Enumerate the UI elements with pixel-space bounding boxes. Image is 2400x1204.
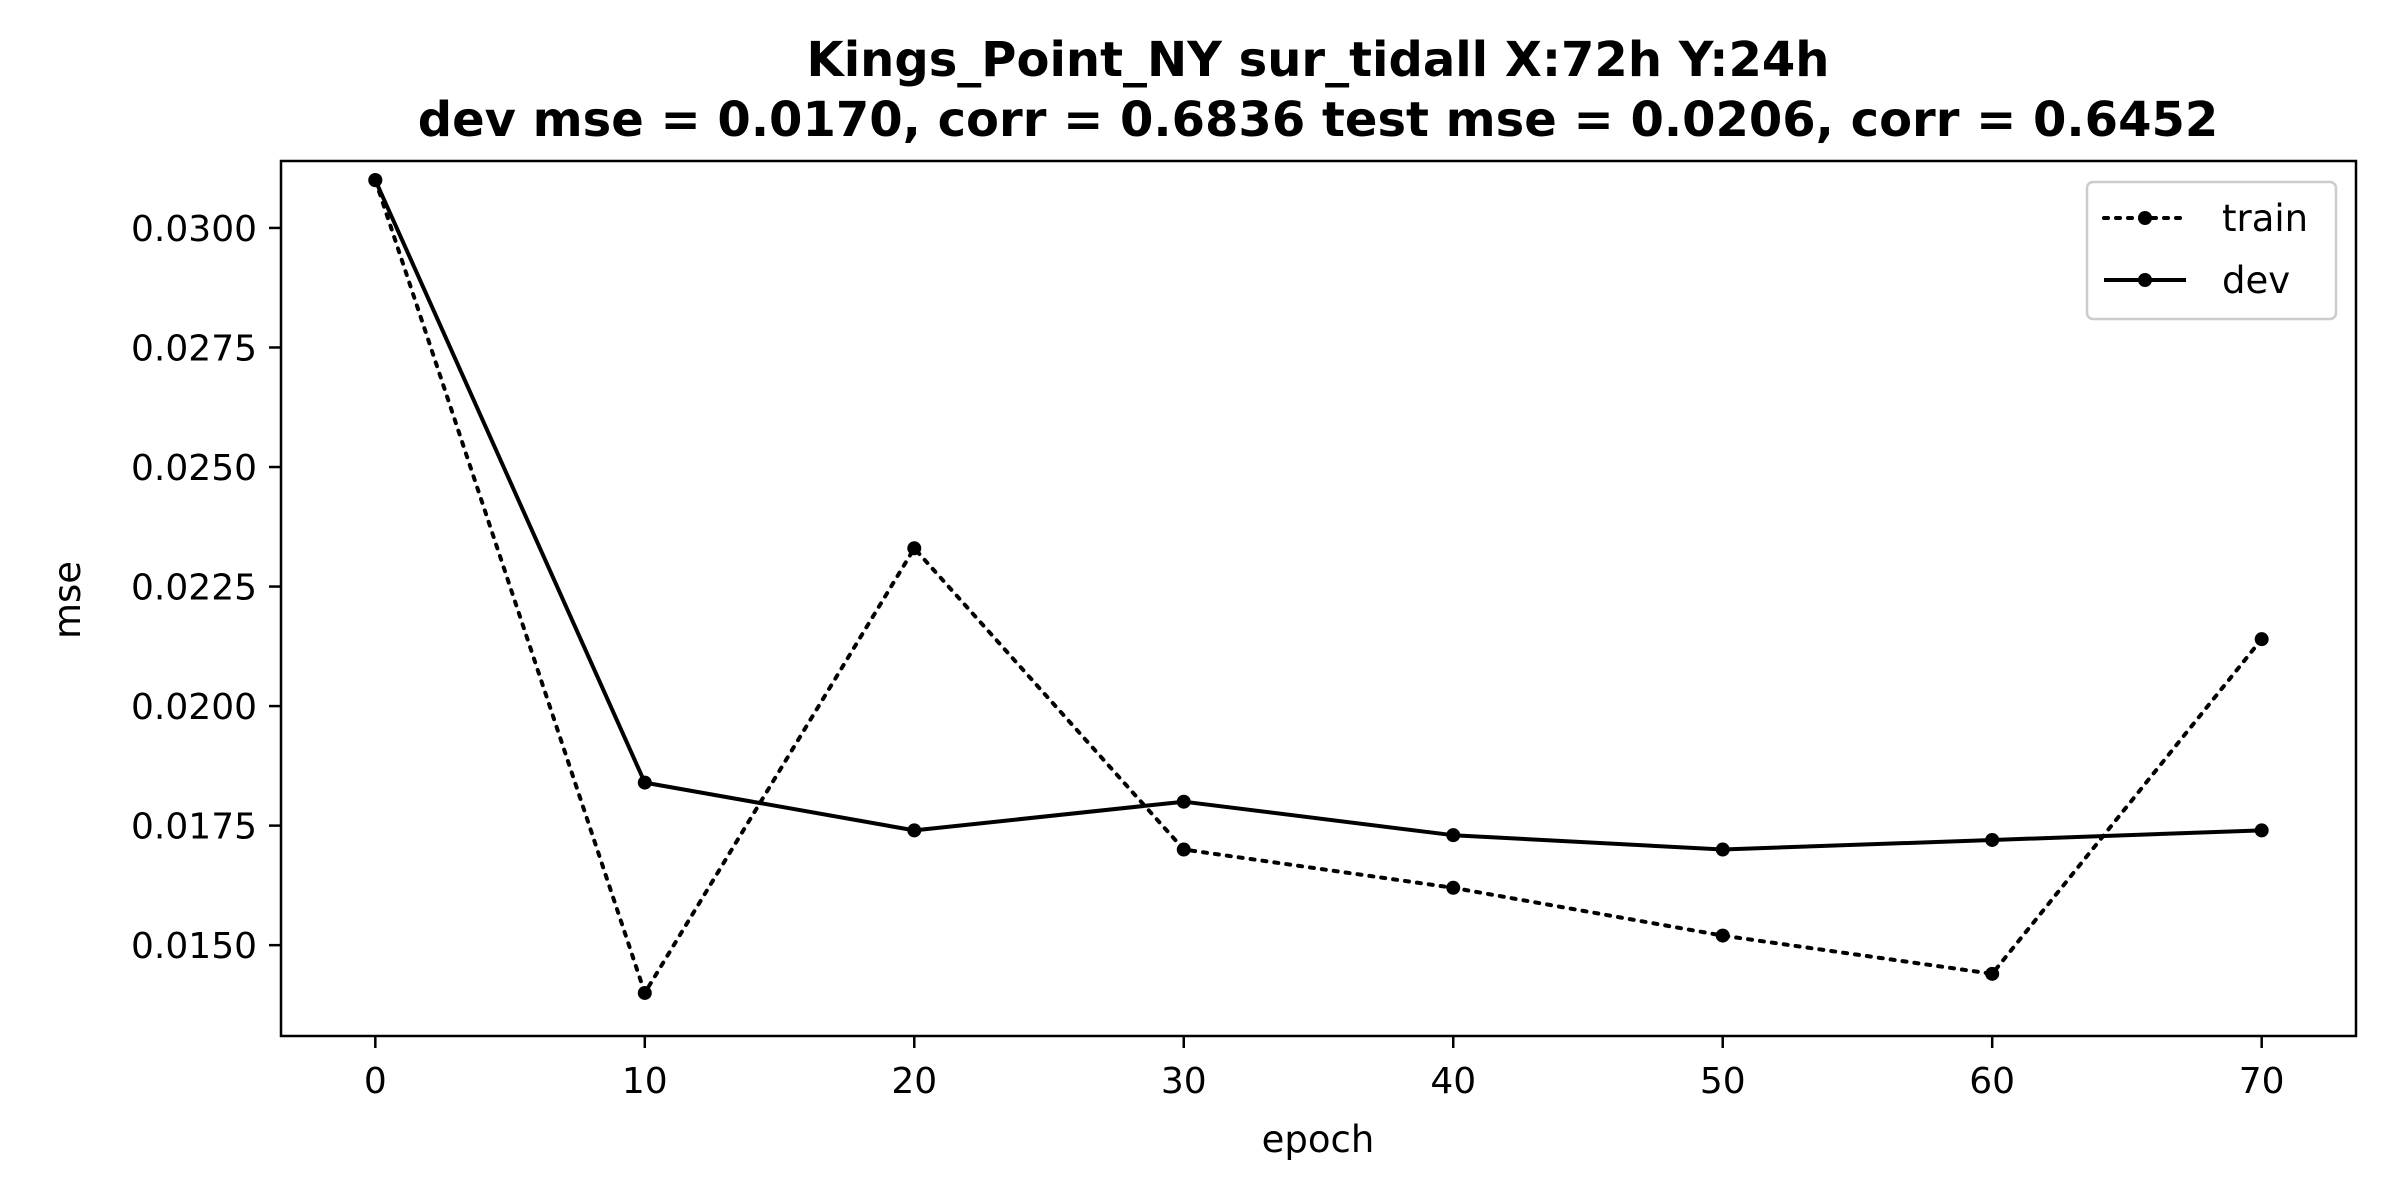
- plot-area-frame: [279, 159, 2358, 1038]
- legend-train-marker: [2138, 211, 2152, 225]
- series-train-point: [637, 985, 652, 1000]
- legend-dev-marker: [2138, 273, 2152, 287]
- series-dev-point: [1446, 828, 1461, 843]
- y-tick-label: 0.0250: [131, 448, 257, 489]
- x-tick-label: 10: [622, 1061, 668, 1102]
- y-tick-label: 0.0150: [131, 926, 257, 967]
- y-tick-label: 0.0175: [131, 807, 257, 848]
- series-train-point: [1715, 928, 1730, 943]
- series-train-point: [1176, 842, 1191, 857]
- legend: train dev: [2085, 180, 2338, 321]
- x-tick-label: 50: [1700, 1061, 1746, 1102]
- series-dev-point: [637, 775, 652, 790]
- series-dev-point: [1985, 832, 2000, 847]
- y-tick-label: 0.0300: [131, 209, 257, 250]
- series-dev-point: [1715, 842, 1730, 857]
- series-dev-line: [373, 179, 2262, 852]
- x-tick-label: 40: [1430, 1061, 1476, 1102]
- x-axis-label: epoch: [1262, 1118, 1375, 1161]
- x-tick-label: 30: [1161, 1061, 1207, 1102]
- series-dev-point: [907, 823, 922, 838]
- series-train-point: [2254, 632, 2269, 647]
- legend-dev-label: dev: [2222, 259, 2290, 302]
- x-tick-label: 0: [364, 1061, 387, 1102]
- series-train-point: [1446, 880, 1461, 895]
- series-train-point: [907, 541, 922, 556]
- chart-title-line-1: Kings_Point_NY sur_tidall X:72h Y:24h: [807, 32, 1830, 88]
- series-dev-point: [2254, 823, 2269, 838]
- y-tick-label: 0.0275: [131, 328, 257, 369]
- series-dev-point: [368, 173, 383, 188]
- x-tick-label: 70: [2239, 1061, 2285, 1102]
- series-train-point: [1985, 966, 2000, 981]
- x-tick-label: 60: [1969, 1061, 2015, 1102]
- series-dev-point: [1176, 794, 1191, 809]
- series-lines: [368, 173, 2269, 1000]
- chart-title-line-2: dev mse = 0.0170, corr = 0.6836 test mse…: [418, 92, 2219, 148]
- y-tick-label: 0.0225: [131, 568, 257, 609]
- y-axis-label: mse: [46, 561, 89, 639]
- y-tick-label: 0.0200: [131, 687, 257, 728]
- x-tick-label: 20: [891, 1061, 937, 1102]
- legend-train-label: train: [2222, 197, 2308, 240]
- axis-ticks: 0 10 20 30 40 50 60 70 0.0150 0.0175 0.0200 0.0225 0…: [131, 209, 2285, 1102]
